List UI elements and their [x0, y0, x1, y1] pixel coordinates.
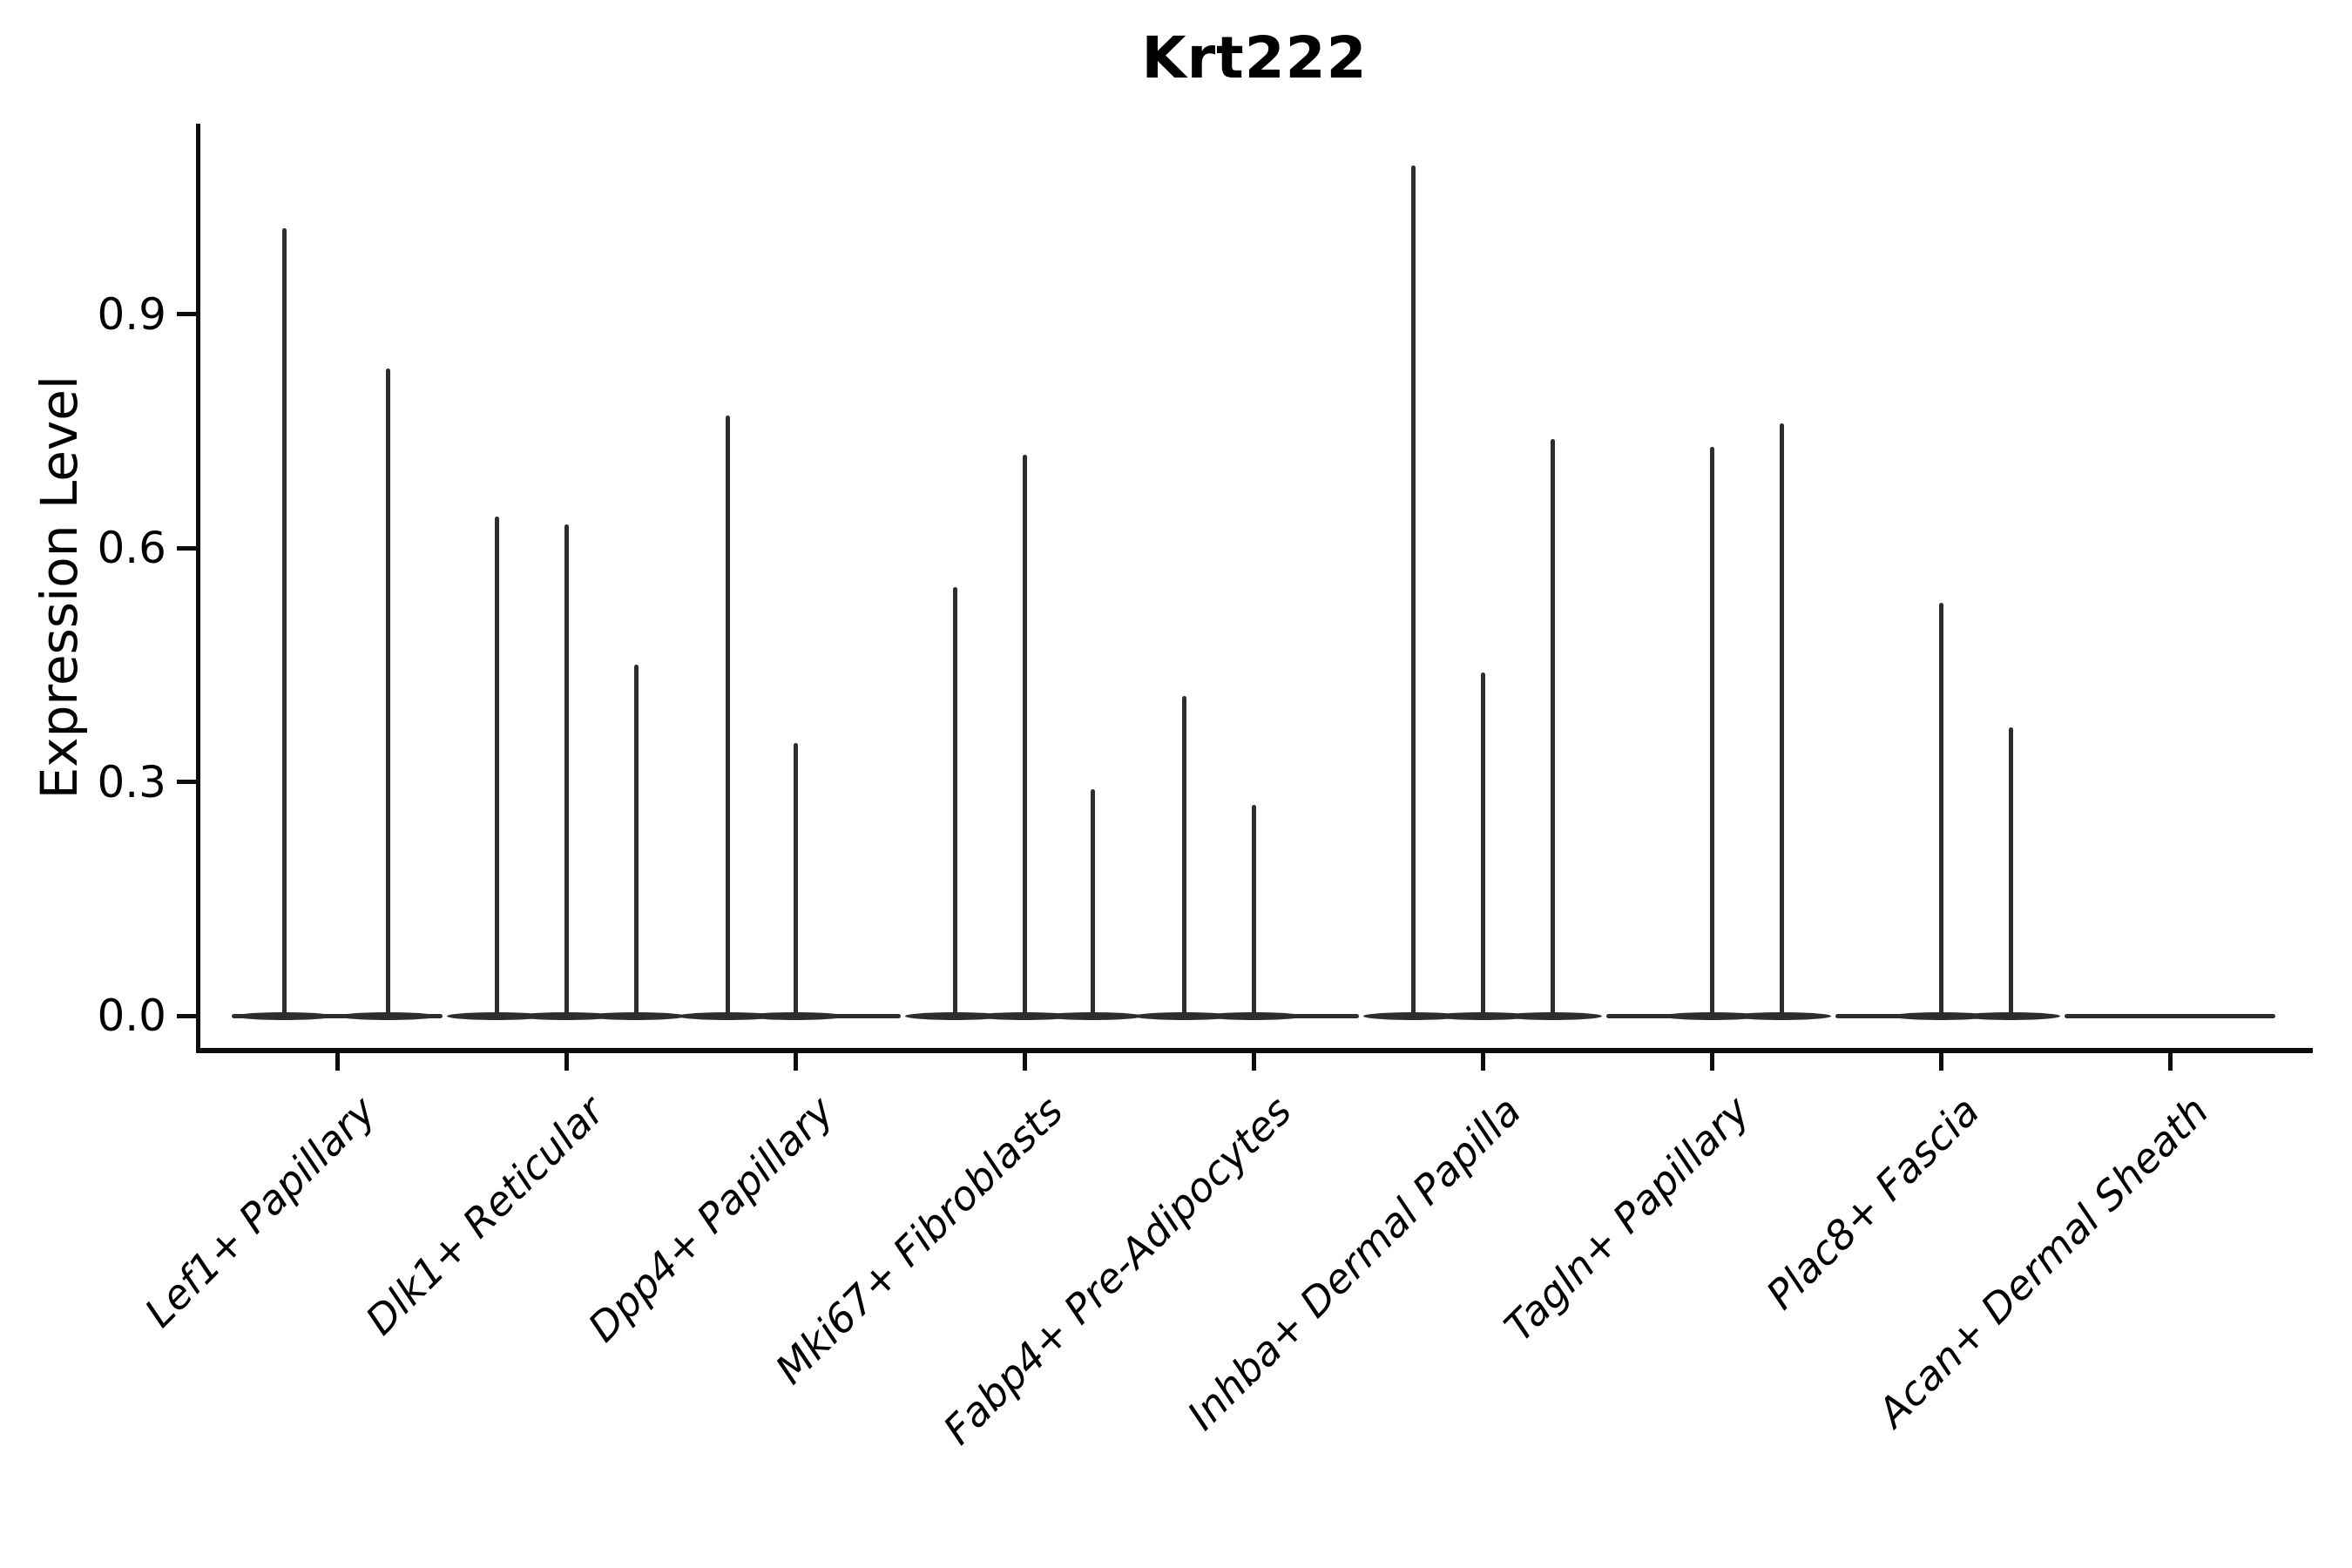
violin-zero-bump [517, 1011, 616, 1020]
violin-zero-bump [234, 1011, 334, 1020]
violin-zero-bump [1433, 1011, 1532, 1020]
violin-zero-bump [338, 1011, 437, 1020]
x-tick-mark [1709, 1052, 1714, 1071]
violin-zero-bump [1043, 1011, 1142, 1020]
violin-spike [1550, 438, 1555, 1016]
violin-zero-bump [1662, 1011, 1761, 1020]
violin-spike [1480, 672, 1485, 1016]
violin-spike [725, 415, 730, 1016]
violin-spike [633, 665, 639, 1016]
violin-base [232, 1013, 443, 1018]
x-tick-mark [1022, 1052, 1027, 1071]
violin-spike [1938, 602, 1943, 1016]
y-tick-label: 0.6 [97, 523, 166, 573]
violin-zero-bump [1503, 1011, 1602, 1020]
violin-spike [385, 368, 390, 1016]
y-tick-label: 0.3 [97, 756, 166, 808]
violin-zero-bump [1363, 1011, 1463, 1020]
y-tick-mark [177, 545, 197, 551]
x-axis-spine [196, 1048, 2313, 1053]
violin-zero-bump [678, 1011, 777, 1020]
violin-zero-bump [905, 1011, 1004, 1020]
violin-spike [1022, 454, 1027, 1016]
y-axis-label: Expression Level [30, 375, 89, 800]
violin-spike [1709, 446, 1714, 1016]
violin-zero-bump [1204, 1011, 1303, 1020]
y-tick-label: 0.0 [97, 990, 166, 1041]
violin-zero-bump [447, 1011, 546, 1020]
violin-spike [281, 228, 287, 1016]
violin-spike [1090, 789, 1095, 1016]
violin-base [2065, 1013, 2275, 1018]
violin-zero-bump [1961, 1011, 2060, 1020]
y-axis-label-wrap: Expression Level [26, 124, 92, 1051]
violin-zero-bump [1134, 1011, 1233, 1020]
violin-spike [793, 742, 798, 1016]
x-tick-label: Lef1+ Papillary [135, 1087, 385, 1336]
violin-spike [494, 517, 499, 1016]
violin-spike [952, 586, 957, 1016]
violin-spike [1181, 696, 1186, 1016]
x-tick-label: Dpp4+ Papillary [578, 1087, 843, 1351]
violin-spike [1410, 166, 1416, 1016]
x-tick-mark [1480, 1052, 1485, 1071]
x-tick-label: Dlk1+ Reticular [356, 1087, 614, 1344]
plot-title: Krt222 [1141, 24, 1368, 91]
x-tick-mark [2167, 1052, 2173, 1071]
violin-zero-bump [1732, 1011, 1831, 1020]
violin-zero-bump [746, 1011, 845, 1020]
x-tick-mark [1251, 1052, 1256, 1071]
y-axis-spine [196, 124, 200, 1053]
violin-spike [1251, 805, 1256, 1016]
y-tick-mark [177, 312, 197, 316]
violin-zero-bump [1891, 1011, 1990, 1020]
x-tick-label: Tagln+ Papillary [1495, 1087, 1760, 1351]
x-tick-mark [793, 1052, 798, 1071]
x-tick-mark [564, 1052, 569, 1071]
violin-zero-bump [975, 1011, 1074, 1020]
violin-spike [2008, 727, 2013, 1016]
y-tick-mark [177, 1013, 197, 1018]
x-tick-mark [1938, 1052, 1943, 1071]
y-tick-mark [177, 780, 197, 784]
x-tick-label: Plac8+ Fascia [1756, 1087, 1989, 1319]
y-tick-label: 0.9 [97, 288, 166, 340]
violin-spike [564, 524, 569, 1016]
violin-zero-bump [586, 1011, 686, 1020]
x-tick-mark [335, 1052, 340, 1071]
violin-spike [1779, 422, 1784, 1016]
